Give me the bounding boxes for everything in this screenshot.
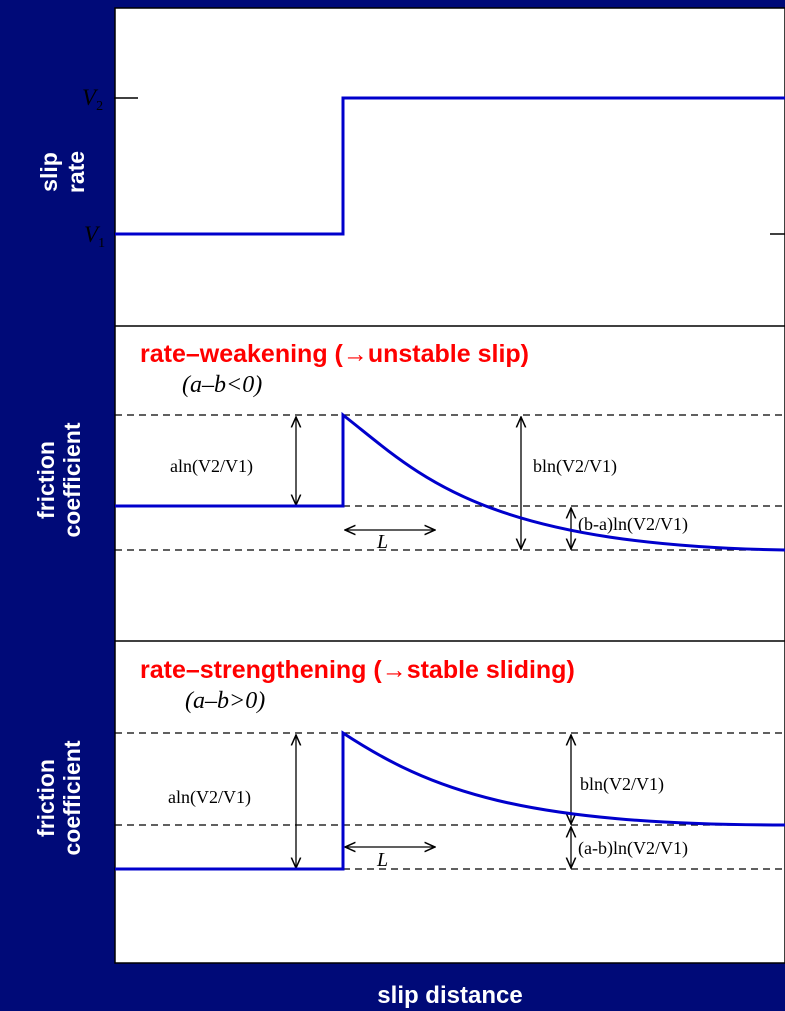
evolution-effect-label-middle: bln(V2/V1) [533,456,617,477]
friction-curve-weakening [115,411,785,552]
friction-ylabel-line1-middle: friction [33,441,59,519]
slip-rate-ylabel-line1: slip [36,152,62,192]
net-change-label-middle: (b-a)ln(V2/V1) [578,514,688,535]
friction-curve-strengthening [115,730,785,871]
net-change-label-bottom: (a-b)ln(V2/V1) [578,838,688,859]
rate-strengthening-panel: rate–strengthening (→stable sliding) (a–… [33,656,785,871]
direct-effect-label-middle: aln(V2/V1) [170,456,253,477]
rate-weakening-condition: (a–b<0) [182,372,262,398]
rate-weakening-panel: rate–weakening (→unstable slip) (a–b<0) … [33,340,785,553]
rate-weakening-title: rate–weakening (→unstable slip) [140,340,529,368]
slip-distance-xlabel: slip distance [377,982,522,1009]
rate-strengthening-condition: (a–b>0) [185,688,265,714]
friction-ylabel-line2-bottom: coefficient [59,740,85,855]
direct-effect-label-bottom: aln(V2/V1) [168,787,251,808]
length-label-middle: L [376,531,388,553]
length-label-bottom: L [376,849,388,871]
v1-label: V1 [84,222,105,251]
slip-rate-ylabel-line2: rate [63,151,89,193]
panel-background [114,7,785,964]
rate-strengthening-title: rate–strengthening (→stable sliding) [140,656,575,684]
evolution-effect-label-bottom: bln(V2/V1) [580,774,664,795]
friction-ylabel-line1-bottom: friction [33,759,59,837]
slip-rate-step-curve [115,96,785,236]
friction-ylabel-line2-middle: coefficient [59,422,85,537]
v2-label: V2 [82,85,103,114]
slip-rate-panel: slip rate V2 V1 [36,85,785,251]
